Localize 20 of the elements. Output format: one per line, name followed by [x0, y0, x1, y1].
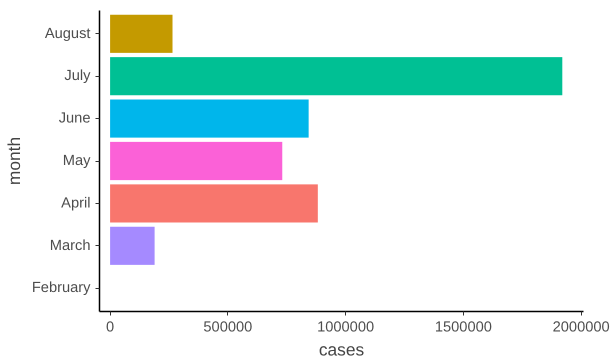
bar — [110, 100, 309, 138]
x-tick-label: 1500000 — [434, 320, 492, 336]
x-axis-title: cases — [318, 340, 364, 360]
y-tick-label: July — [64, 68, 92, 84]
y-tick-label: March — [50, 238, 91, 254]
y-tick-label: August — [44, 26, 91, 42]
y-axis-title: month — [4, 136, 24, 186]
bar — [110, 226, 155, 265]
x-tick-label: 1000000 — [317, 320, 374, 336]
y-tick-label: May — [62, 153, 92, 169]
y-tick-label: February — [32, 280, 92, 296]
x-tick-label: 0 — [106, 320, 114, 336]
bar — [110, 142, 282, 180]
x-tick-label: 2000000 — [552, 320, 610, 336]
bar — [110, 184, 318, 222]
bar — [110, 57, 562, 96]
y-tick-label: April — [61, 195, 91, 212]
y-tick-label: June — [58, 110, 91, 127]
x-tick-label: 500000 — [203, 320, 252, 336]
bar — [110, 14, 173, 53]
